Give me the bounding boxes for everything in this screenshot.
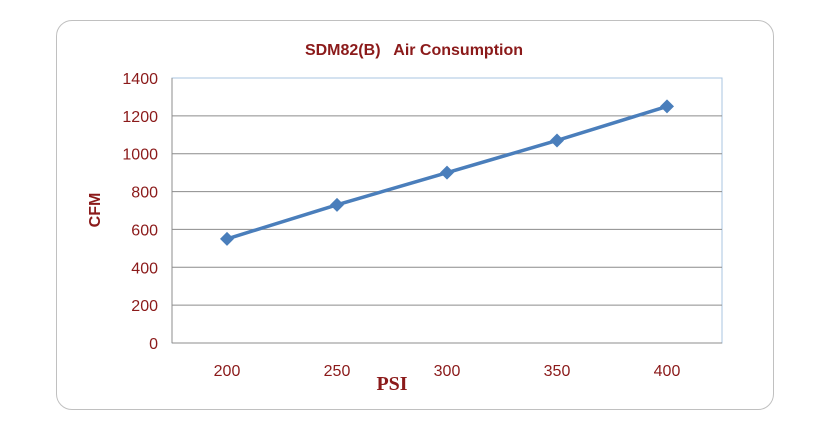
plot-area: [171, 77, 723, 344]
data-point-marker: [220, 231, 234, 246]
y-axis-title: CFM: [87, 193, 104, 228]
y-tick-label: 0: [149, 336, 158, 353]
data-point-marker: [330, 197, 344, 212]
data-point-marker: [550, 133, 564, 148]
y-tick-label: 800: [131, 185, 158, 202]
y-tick-label: 1400: [122, 71, 158, 88]
y-tick-label: 600: [131, 222, 158, 239]
data-point-marker: [440, 165, 454, 180]
x-tick-label: 200: [214, 363, 241, 380]
data-point-marker: [660, 99, 674, 114]
x-axis-ticks: 200 250 300 350 400: [214, 363, 681, 380]
chart-frame: [56, 20, 774, 410]
plot-border: [171, 77, 723, 344]
y-tick-label: 1200: [122, 109, 158, 126]
chart-title: SDM82(B) Air Consumption: [305, 42, 523, 59]
x-tick-label: 250: [324, 363, 351, 380]
y-tick-label: 400: [131, 260, 158, 277]
x-tick-label: 400: [654, 363, 681, 380]
y-tick-label: 200: [131, 298, 158, 315]
x-tick-label: 300: [434, 363, 461, 380]
y-tick-label: 1000: [122, 147, 158, 164]
series-layer: [220, 99, 674, 246]
x-tick-label: 350: [544, 363, 571, 380]
x-axis-title: PSI: [376, 373, 407, 395]
y-axis-ticks: 0 200 400 600 800 1000 1200 1400: [122, 71, 158, 353]
